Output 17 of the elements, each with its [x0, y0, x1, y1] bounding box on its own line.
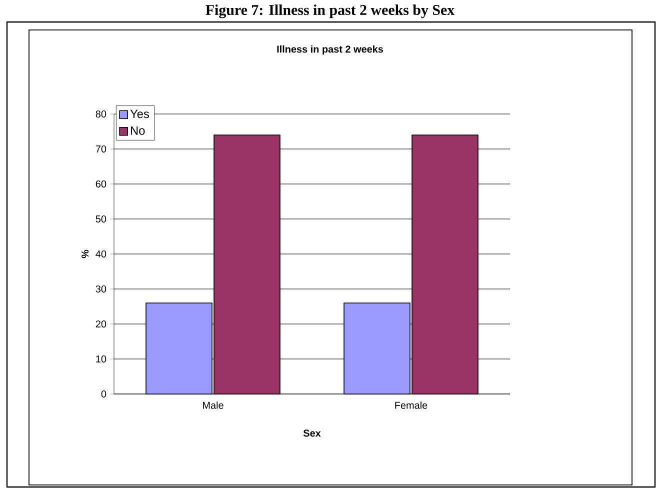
y-axis-title: %: [82, 250, 89, 258]
caption: Figure 7: Illness in past 2 weeks by Sex: [206, 4, 455, 18]
y-tick-label: 20: [96, 320, 106, 328]
chart-title: Illness in past 2 weeks: [277, 45, 384, 55]
y-tick-label: 0: [101, 390, 106, 398]
y-tick-label: 40: [96, 250, 106, 258]
legend-label: Yes: [130, 110, 150, 118]
x-axis-title: Sex: [303, 430, 321, 437]
legend-label: No: [130, 126, 145, 135]
y-tick-label: 60: [96, 180, 106, 188]
y-tick-label: 80: [96, 110, 106, 118]
x-tick-label: Female: [395, 402, 428, 409]
y-tick-label: 10: [96, 355, 106, 363]
y-tick-label: 50: [96, 215, 106, 223]
y-tick-label: 70: [96, 145, 106, 153]
y-tick-label: 30: [96, 285, 106, 293]
x-tick-label: Male: [203, 402, 224, 409]
